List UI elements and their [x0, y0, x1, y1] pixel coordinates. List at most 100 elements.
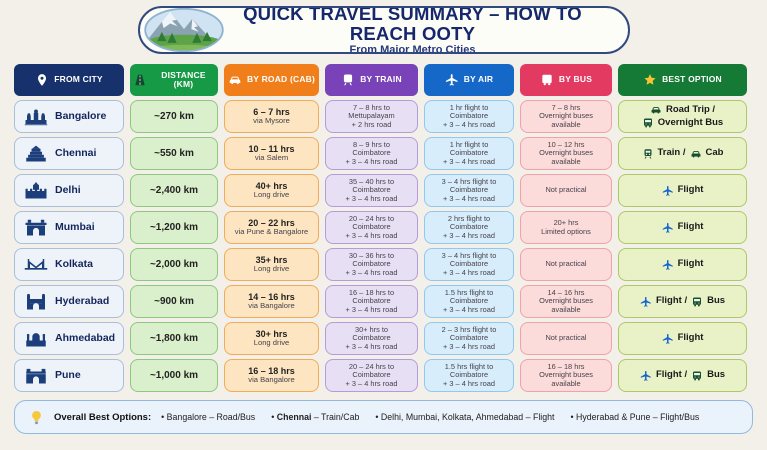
train-cell-chennai: 8 – 9 hrs to Coimbatore + 3 – 4 hrs road	[325, 137, 418, 170]
bulb-icon	[29, 410, 44, 425]
column-header-label: FROM CITY	[54, 74, 103, 85]
best-option-text: Flight	[677, 221, 704, 233]
best-option-segment: Flight	[662, 259, 703, 271]
best-option-text: Flight /	[655, 295, 688, 307]
cell-text-line: Long drive	[253, 190, 290, 200]
road-cell-ahmedabad: 30+ hrs Long drive	[224, 322, 319, 355]
cell-text-line: ~900 km	[154, 295, 194, 307]
car-icon	[690, 148, 702, 160]
cell-text-line: 7 – 8 hrs	[551, 103, 581, 113]
cell-text-line: Coimbatore	[449, 185, 489, 195]
cell-text-line: Coimbatore	[449, 296, 489, 306]
cell-text-line: via Mysore	[253, 116, 290, 126]
cell-text-line: 20 – 24 hrs to	[348, 362, 395, 372]
air-cell-ahmedabad: 2 – 3 hrs flight to Coimbatore + 3 – 4 hrs…	[424, 322, 514, 355]
cell-text-line: 2 – 3 hrs flight to	[441, 325, 497, 335]
best-option-text: Train /	[657, 147, 686, 159]
cell-text-line: 6 – 7 hrs	[253, 107, 290, 118]
column-header-train: BY TRAIN	[325, 64, 418, 96]
train-cell-delhi: 35 – 40 hrs to Coimbatore + 3 – 4 hrs road	[325, 174, 418, 207]
column-header-distance: DISTANCE (KM)	[130, 64, 218, 96]
footer-item: • Delhi, Mumbai, Kolkata, Ahmedabad – Fl…	[375, 412, 555, 422]
best-option-content: Flight / Bus	[636, 296, 729, 308]
plane-icon	[445, 73, 459, 87]
best-option-segment: Overnight Bus	[642, 117, 723, 129]
cell-text-line: Limited options	[541, 226, 591, 236]
bus-icon	[691, 296, 703, 308]
city-cell-mumbai: Mumbai	[14, 211, 124, 244]
palace-icon	[24, 108, 48, 126]
cell-text-line: 2 hrs flight to	[447, 214, 491, 224]
city-cell-bangalore: Bangalore	[14, 100, 124, 133]
city-cell-delhi: Delhi	[14, 174, 124, 207]
bus-icon	[642, 117, 654, 129]
road-cell-kolkata: 35+ hrs Long drive	[224, 248, 319, 281]
cell-text-line: + 3 – 4 hrs road	[443, 156, 495, 166]
plane-icon	[662, 185, 674, 197]
column-header-label: BEST OPTION	[662, 74, 722, 85]
city-name: Ahmedabad	[55, 331, 116, 344]
footer-item: • Bangalore – Road/Bus	[161, 412, 256, 422]
city-cell-hyderabad: Hyderabad	[14, 285, 124, 318]
cell-text-line: + 2 hrs road	[351, 119, 392, 129]
column-header-label: BY TRAIN	[360, 74, 402, 85]
distance-cell-mumbai: ~1,200 km	[130, 211, 218, 244]
best-cell-bangalore: Road Trip / Overnight Bus	[618, 100, 747, 133]
cell-text-line: + 3 – 4 hrs road	[443, 119, 495, 129]
cell-text-line: Coimbatore	[449, 333, 489, 343]
cell-text-line: Coimbatore	[352, 333, 391, 343]
bulb-icon	[29, 410, 44, 425]
star-icon	[643, 73, 657, 87]
best-option-content: Road Trip / Overnight Bus	[621, 104, 744, 129]
cell-text-line: Coimbatore	[449, 222, 489, 232]
best-cell-ahmedabad: Flight	[618, 322, 747, 355]
best-cell-delhi: Flight	[618, 174, 747, 207]
column-header-label: DISTANCE (KM)	[161, 69, 206, 89]
column-header-bus: BY BUS	[520, 64, 612, 96]
cell-text-line: 35+ hrs	[255, 255, 288, 266]
best-option-content: Flight	[658, 259, 708, 271]
plane-icon	[662, 222, 674, 234]
cell-text-line: Coimbatore	[449, 111, 489, 121]
bridge-icon	[24, 256, 48, 274]
bus-cell-hyderabad: 14 – 16 hrs Overnight buses available	[520, 285, 612, 318]
train-cell-ahmedabad: 30+ hrs to Coimbatore + 3 – 4 hrs road	[325, 322, 418, 355]
city-name: Kolkata	[55, 257, 93, 270]
page-title: QUICK TRAVEL SUMMARY – HOW TO REACH OOTY	[243, 6, 582, 44]
cell-text-line: 8 – 9 hrs to	[353, 140, 390, 150]
cell-text-line: Not practical	[545, 333, 587, 343]
cell-text-line: ~270 km	[154, 110, 194, 122]
best-option-content: Flight	[658, 185, 708, 197]
city-name: Pune	[55, 368, 81, 381]
air-cell-kolkata: 3 – 4 hrs flight to Coimbatore + 3 – 4 hrs…	[424, 248, 514, 281]
cell-text-line: ~1,200 km	[149, 221, 199, 233]
cell-text-line: + 3 – 4 hrs road	[345, 304, 398, 314]
temple-icon	[24, 145, 48, 163]
cell-text-line: + 3 – 4 hrs road	[345, 341, 398, 351]
cell-text-line: Overnight buses	[539, 111, 593, 121]
city-cell-chennai: Chennai	[14, 137, 124, 170]
column-header-city: FROM CITY	[14, 64, 124, 96]
column-header-label: BY AIR	[463, 74, 494, 85]
train-icon	[341, 73, 355, 87]
footer-item: • Hyderabad & Pune – Flight/Bus	[570, 412, 700, 422]
best-option-text: Cab	[705, 147, 724, 159]
page-subtitle: From Major Metro Cities	[349, 43, 476, 54]
road-cell-bangalore: 6 – 7 hrs via Mysore	[224, 100, 319, 133]
cell-text-line: + 3 – 4 hrs road	[443, 267, 495, 277]
cell-text-line: Mettupalayam	[348, 111, 395, 121]
cell-text-line: + 3 – 4 hrs road	[443, 341, 495, 351]
best-option-content: Flight	[658, 333, 708, 345]
cell-text-line: Long drive	[253, 338, 290, 348]
bus-cell-bangalore: 7 – 8 hrs Overnight buses available	[520, 100, 612, 133]
cell-text-line: 35 – 40 hrs to	[348, 177, 395, 187]
gate-icon	[24, 367, 48, 385]
city-cell-ahmedabad: Ahmedabad	[14, 322, 124, 355]
summary-table: FROM CITY DISTANCE (KM) BY ROAD (CAB) BY TR…	[14, 64, 753, 392]
cell-text-line: ~2,000 km	[149, 258, 199, 270]
cell-text-line: + 3 – 4 hrs road	[345, 378, 398, 388]
distance-cell-delhi: ~2,400 km	[130, 174, 218, 207]
best-option-text: Bus	[707, 295, 726, 307]
best-option-segment: Flight	[662, 185, 703, 197]
cell-text-line: + 3 – 4 hrs road	[443, 230, 495, 240]
